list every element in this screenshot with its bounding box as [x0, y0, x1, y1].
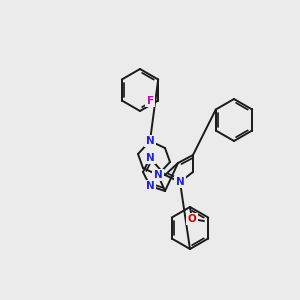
Text: N: N: [146, 181, 154, 191]
Text: N: N: [146, 153, 154, 163]
Text: N: N: [146, 136, 154, 146]
Text: O: O: [188, 214, 196, 224]
Text: N: N: [176, 177, 184, 187]
Text: N: N: [154, 170, 162, 180]
Text: F: F: [147, 95, 154, 106]
